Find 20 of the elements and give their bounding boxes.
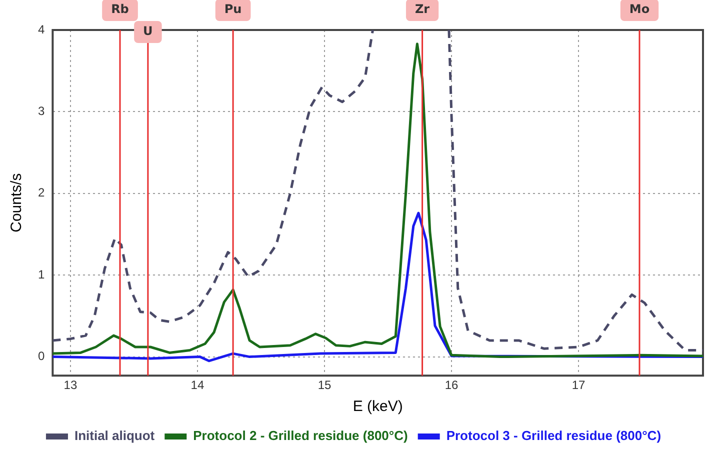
ref-line-label: Pu (224, 2, 242, 16)
legend-label: Protocol 3 - Grilled residue (800°C) (446, 428, 662, 444)
x-tick-label: 15 (318, 378, 332, 392)
y-axis-title: Counts/s (8, 173, 26, 232)
x-tick-label: 13 (64, 378, 78, 392)
y-tick-label: 4 (38, 22, 45, 36)
ref-line-label: Rb (111, 2, 130, 16)
legend-label: Initial aliquot (74, 428, 156, 444)
legend-label: Protocol 2 - Grilled residue (800°C) (193, 428, 408, 444)
ref-line-label: Zr (414, 2, 430, 16)
ref-line-label: U (143, 24, 153, 38)
y-tick-label: 3 (38, 104, 45, 118)
y-tick-label: 0 (38, 349, 45, 364)
x-axis-title: E (keV) (352, 398, 403, 416)
ref-line-label: Mo (629, 2, 650, 16)
y-tick-label: 2 (38, 186, 45, 200)
y-tick-label: 1 (38, 267, 45, 282)
x-tick-label: 14 (190, 378, 204, 392)
x-tick-label: 17 (572, 378, 586, 392)
x-tick-label: 16 (444, 378, 458, 392)
